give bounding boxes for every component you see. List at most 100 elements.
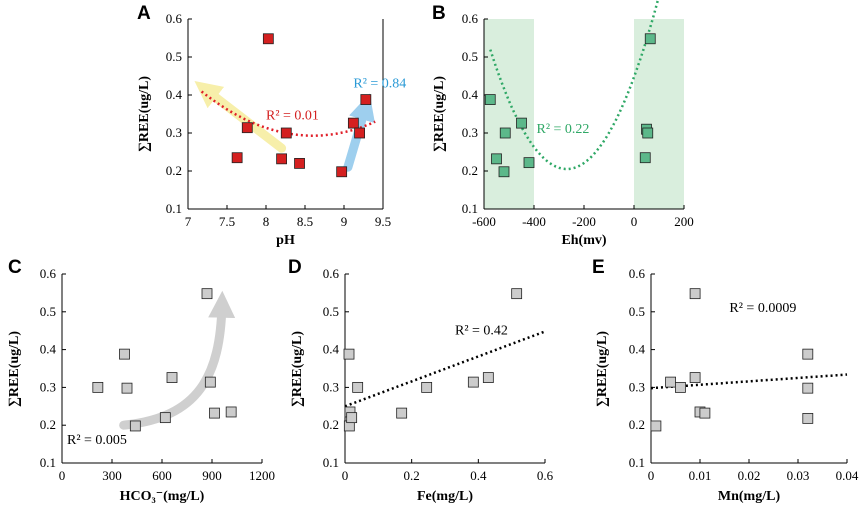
x-tick-label: 0.02 <box>738 468 761 483</box>
y-tick-label: 0.1 <box>40 455 56 470</box>
y-tick-label: 0.1 <box>323 455 339 470</box>
trendline <box>344 330 546 408</box>
x-tick-label: 0 <box>648 468 655 483</box>
x-axis-label: Eh(mv) <box>561 233 606 248</box>
data-point <box>802 412 814 424</box>
x-tick-label: 0 <box>59 468 66 483</box>
data-point <box>802 348 814 360</box>
data-point <box>129 420 141 432</box>
y-tick-label: 0.3 <box>629 379 645 394</box>
data-point <box>360 94 372 105</box>
x-tick-label: 1200 <box>249 468 275 483</box>
data-point <box>511 288 523 300</box>
panel-letter: B <box>432 3 446 24</box>
data-point <box>467 376 479 388</box>
y-tick-label: 0.5 <box>166 49 182 64</box>
panel-C: 0.1 0.2 0.3 0.4 0.5 0.6 0 300 600 900 1200 HCO₃⁻(mg… <box>7 257 275 504</box>
y-tick-label: 0.4 <box>40 342 57 357</box>
trendline <box>200 90 376 137</box>
data-point <box>516 117 527 129</box>
data-point <box>665 376 676 388</box>
x-tick-label: 0 <box>631 214 638 229</box>
y-tick-label: 0.5 <box>323 304 339 319</box>
x-tick-label: 0.03 <box>787 468 810 483</box>
data-point <box>352 381 364 393</box>
data-point <box>421 381 433 393</box>
data-point <box>354 127 366 139</box>
panel-letter: C <box>8 257 22 278</box>
panel-letter: E <box>592 257 605 278</box>
data-point <box>650 420 662 432</box>
data-point <box>201 288 213 300</box>
y-axis-label: ∑REE(ug/L) <box>137 76 152 152</box>
y-tick-label: 0.4 <box>323 342 340 357</box>
r-squared-label: R² = 0.42 <box>455 323 508 338</box>
data-point <box>343 348 355 360</box>
y-tick-label: 0.6 <box>166 11 183 26</box>
y-tick-label: 0.4 <box>166 87 183 102</box>
data-point <box>484 94 496 105</box>
data-point <box>280 127 292 139</box>
panel-B: 0.1 0.2 0.3 0.4 0.5 0.6 -600 -400 -200 0 200 Eh(mv)… <box>432 0 694 248</box>
data-point <box>642 127 654 139</box>
x-tick-label: 900 <box>202 468 222 483</box>
y-tick-label: 0.5 <box>40 304 56 319</box>
data-point <box>294 157 305 169</box>
data-point <box>159 412 171 424</box>
y-tick-label: 0.1 <box>166 201 182 216</box>
y-tick-label: 0.1 <box>462 201 478 216</box>
y-axis-label: ∑REE(ug/L) <box>290 331 305 407</box>
data-point <box>231 152 243 164</box>
y-tick-label: 0.2 <box>166 163 182 178</box>
data-point <box>276 153 288 165</box>
r-squared-label: R² = 0.01 <box>266 109 319 124</box>
y-tick-label: 0.6 <box>323 266 340 281</box>
data-point <box>639 152 651 164</box>
y-tick-label: 0.4 <box>629 342 646 357</box>
data-point <box>204 376 216 388</box>
x-tick-label: 7 <box>185 214 192 229</box>
y-tick-label: 0.2 <box>323 417 339 432</box>
x-tick-label: 0.04 <box>836 468 859 483</box>
trend-arrow <box>119 290 236 430</box>
y-tick-label: 0.2 <box>629 417 645 432</box>
data-point <box>209 407 220 419</box>
x-tick-label: 200 <box>674 214 694 229</box>
y-tick-label: 0.3 <box>462 125 478 140</box>
y-axis-label: ∑REE(ug/L) <box>595 331 610 407</box>
y-tick-label: 0.2 <box>462 163 478 178</box>
x-axis-label: Mn(mg/L) <box>718 489 781 504</box>
trend-arrow <box>194 81 287 153</box>
r-squared-label: R² = 0.22 <box>537 122 590 137</box>
x-tick-label: 7.5 <box>219 214 235 229</box>
y-tick-label: 0.6 <box>629 266 646 281</box>
panel-A: 0.1 0.2 0.3 0.4 0.5 0.6 7 7.5 8 8.5 9 9.5 pH ∑REE(ug/… <box>137 3 406 248</box>
panel-letter: D <box>288 257 302 278</box>
x-axis-label: HCO₃⁻(mg/L) <box>120 489 205 504</box>
r-squared-label: R² = 0.005 <box>67 433 127 448</box>
x-tick-label: 0 <box>342 468 349 483</box>
panel-E: 0.1 0.2 0.3 0.4 0.5 0.6 0 0.01 0.02 0.03 0.04 Mn(mg… <box>592 257 859 504</box>
data-point <box>241 122 253 134</box>
data-point <box>802 382 814 394</box>
x-tick-label: 0.01 <box>689 468 712 483</box>
data-point <box>166 372 178 383</box>
x-tick-label: 9.5 <box>375 214 391 229</box>
data-point <box>699 407 711 419</box>
y-tick-label: 0.5 <box>629 304 645 319</box>
x-axis-label: Fe(mg/L) <box>417 489 473 504</box>
shaded-region <box>484 19 534 209</box>
x-tick-label: 9 <box>341 214 348 229</box>
data-point <box>644 33 656 45</box>
x-tick-label: -200 <box>572 214 596 229</box>
data-point <box>689 288 701 300</box>
x-tick-label: 300 <box>102 468 122 483</box>
data-point <box>346 412 358 424</box>
y-tick-label: 0.3 <box>323 379 339 394</box>
data-point <box>262 33 274 45</box>
data-point <box>499 127 511 139</box>
data-point <box>92 381 104 393</box>
data-point <box>347 117 359 129</box>
data-point <box>689 372 701 383</box>
